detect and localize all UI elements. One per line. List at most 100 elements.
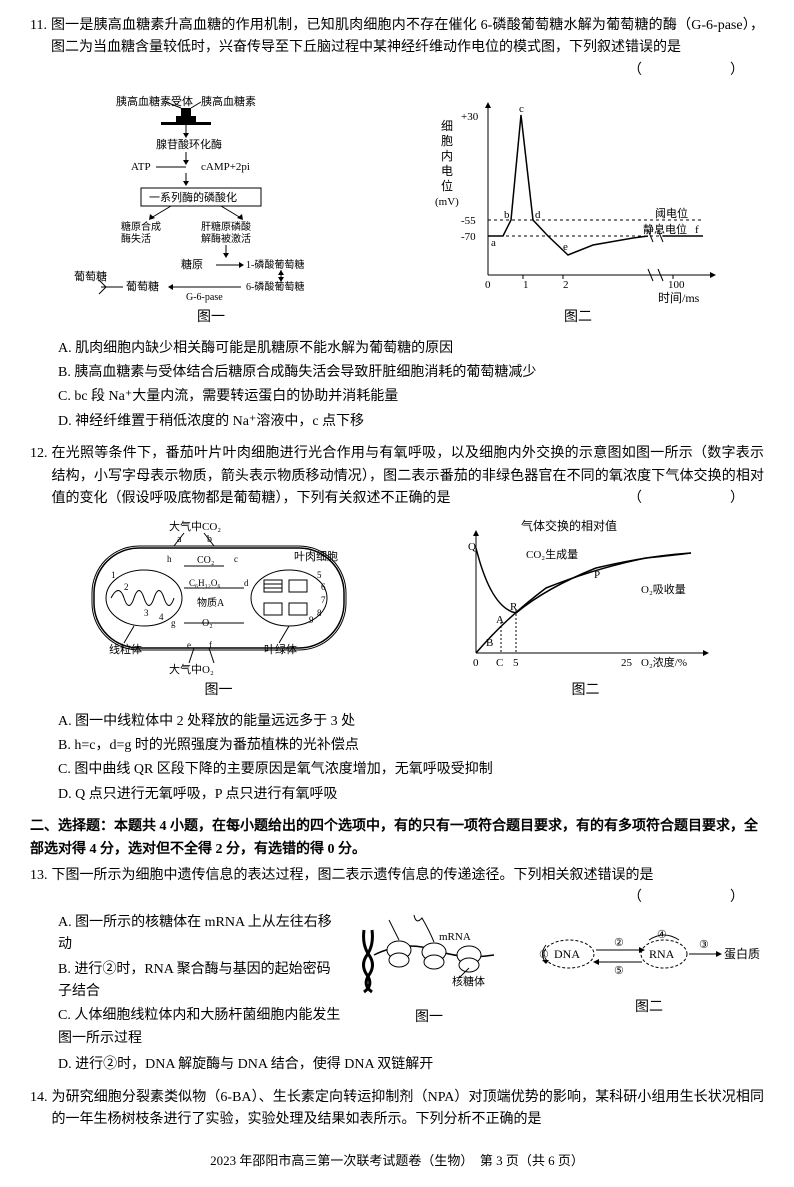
matter-label: 物质A — [197, 596, 225, 609]
q14-header: 14. 为研究细胞分裂素类似物（6-BA）、生长素定向转运抑制剂（NPA）对顶端… — [30, 1087, 764, 1132]
chloro-label: 叶绿体 — [264, 642, 297, 656]
fig1-right1: 肝糖原磷酸 — [201, 220, 251, 233]
rd-head — [593, 959, 599, 965]
pep1 — [389, 920, 399, 940]
q13-text: 下图一所示为细胞中遗传信息的表达过程，图二表示遗传信息的传递途径。下列相关叙述错… — [52, 865, 765, 910]
let-c: c — [234, 554, 238, 564]
q12-fig2-svg: 气体交换的相对值 Q R A B P CO₂生成量 O₂吸收量 0 C 5 25 — [446, 518, 726, 678]
q11-opt-c: C. bc 段 Na⁺大量内流，需要转运蛋白的协助并消耗能量 — [58, 386, 764, 408]
pt-A: A — [496, 614, 504, 626]
fig1-right2: 解酶被激活 — [201, 232, 251, 245]
q12-opt-a: A. 图一中线粒体中 2 处释放的能量远远多于 3 处 — [58, 711, 764, 733]
q11-opt-b: B. 胰高血糖素与受体结合后糖原合成酶失活会导致肝脏细胞消耗的葡萄糖减少 — [58, 362, 764, 384]
dna-label: DNA — [554, 947, 580, 961]
q11-options: A. 肌肉细胞内缺少相关酶可能是肌糖原不能水解为葡萄糖的原因 B. 胰高血糖素与… — [30, 338, 764, 434]
q12-fig2: 气体交换的相对值 Q R A B P CO₂生成量 O₂吸收量 0 C 5 25 — [446, 518, 726, 702]
pt-R: R — [510, 601, 518, 613]
mito-cristae — [111, 591, 174, 606]
circ2: ② — [614, 937, 624, 949]
co2-gen: CO₂生成量 — [526, 547, 578, 561]
q12-opt-d: D. Q 点只进行无氧呼吸，P 点只进行有氧呼吸 — [58, 784, 764, 806]
q11-fig2-svg: 细 胞 内 电 位 (mV) +30 -55 -70 阈电位 静息电位 — [433, 90, 723, 305]
cell-label: 叶肉细胞 — [294, 550, 338, 563]
protein-label: 蛋白质 — [724, 946, 760, 961]
pt-Q: Q — [468, 541, 476, 553]
grana1 — [264, 580, 282, 592]
q13-options: A. 图一所示的核糖体在 mRNA 上从左往右移动 B. 进行②时，RNA 聚合… — [30, 910, 344, 1052]
q11-fig2: 细 胞 内 电 位 (mV) +30 -55 -70 阈电位 静息电位 — [433, 90, 723, 329]
hormone-box — [181, 108, 191, 116]
grana3 — [264, 603, 282, 615]
q14-body: 为研究细胞分裂素类似物（6-BA）、生长素定向转运抑制剂（NPA）对顶端优势的影… — [52, 1090, 765, 1127]
chloro-line — [279, 626, 289, 643]
section2-header: 二、选择题：本题共 4 小题，在每小题给出的四个选项中，有的只有一项符合题目要求… — [30, 816, 764, 861]
threshold-label: 阈电位 — [655, 206, 688, 220]
pt-a: a — [491, 237, 496, 249]
pep2 — [414, 915, 434, 942]
ribo3b — [459, 958, 479, 972]
branch-left — [151, 206, 171, 218]
q14-text: 为研究细胞分裂素类似物（6-BA）、生长素定向转运抑制剂（NPA）对顶端优势的影… — [52, 1087, 765, 1132]
q11-opt-a: A. 肌肉细胞内缺少相关酶可能是肌糖原不能水解为葡萄糖的原因 — [58, 338, 764, 360]
ylabel6: (mV) — [435, 196, 459, 208]
q13-fig2-label: 图二 — [635, 997, 663, 1019]
pt-b: b — [504, 209, 510, 221]
fig1-atp: ATP — [131, 161, 151, 173]
chloro-outer — [251, 570, 327, 626]
q13-opt-a: A. 图一所示的核糖体在 mRNA 上从左往右移动 — [58, 912, 344, 957]
ylabel4: 电 — [441, 164, 453, 178]
co2-atm: 大气中CO₂ — [169, 519, 221, 533]
xlabel: 时间/ms — [658, 291, 700, 305]
ylabel1: 细 — [441, 119, 453, 133]
pt-B: B — [486, 637, 493, 649]
q13-fig1-label: 图一 — [415, 1007, 443, 1029]
mito-label: 线粒体 — [109, 642, 142, 656]
num5: 5 — [317, 570, 322, 580]
q13-fig2: DNA ① ② ⑤ RNA ④ ③ — [534, 920, 764, 1019]
g6p-head — [168, 284, 173, 290]
cross2 — [99, 287, 106, 294]
num6: 6 — [321, 582, 326, 592]
ribo-label: 核糖体 — [452, 974, 485, 988]
q13-opt-c: C. 人体细胞线粒体内和大肠杆菌细胞内能发生图一所示过程 — [58, 1005, 344, 1050]
ylabel5: 位 — [441, 178, 453, 193]
q11-body: 图一是胰高血糖素升高血糖的作用机制，已知肌肉细胞内不存在催化 6-磷酸葡萄糖水解… — [51, 18, 764, 55]
xt5: 5 — [513, 657, 519, 669]
co2-label: CO₂ — [197, 555, 214, 566]
fig1-glucose1: 葡萄糖 — [74, 269, 107, 283]
pt-f: f — [695, 224, 699, 236]
xtick2: 2 — [563, 279, 569, 291]
ribo2b — [424, 955, 444, 969]
o2-abs: O₂吸收量 — [641, 582, 686, 596]
q13-fig2-svg: DNA ① ② ⑤ RNA ④ ③ — [534, 920, 764, 995]
pt-d: d — [535, 209, 541, 221]
q11-figures: 胰高血糖素受体 胰高血糖素 腺苷酸环化酶 ATP cAMP+2pi 一系列酶的磷… — [30, 90, 764, 329]
q13-figures: mRNA 核糖体 图一 DNA ① ② — [344, 910, 764, 1029]
fig1-receptor-label: 胰高血糖素受体 — [116, 94, 193, 108]
q12-paren: （ ） — [628, 488, 764, 510]
xtick0: 0 — [485, 279, 491, 291]
q11-header: 11. 图一是胰高血糖素升高血糖的作用机制，已知肌肉细胞内不存在催化 6-磷酸葡… — [30, 15, 764, 82]
num2: 2 — [124, 582, 129, 592]
q13-paren: （ ） — [628, 887, 764, 909]
let-d: d — [244, 578, 249, 588]
q12-options: A. 图一中线粒体中 2 处释放的能量远远多于 3 处 B. h=c，d=g 时… — [30, 711, 764, 807]
fig1-phos: 一系列酶的磷酸化 — [149, 190, 237, 204]
ytick70: -70 — [461, 231, 476, 243]
xt25: 25 — [621, 657, 633, 669]
q13-number: 13. — [30, 865, 48, 887]
fig1-camp: cAMP+2pi — [201, 161, 250, 173]
bl-head — [149, 214, 155, 220]
q12-opt-b: B. h=c，d=g 时的光照强度为番茄植株的光补偿点 — [58, 735, 764, 757]
q13-opt-d: D. 进行②时，DNA 解旋酶与 DNA 结合，使得 DNA 双链解开 — [58, 1054, 764, 1076]
q14-number: 14. — [30, 1087, 48, 1109]
circ5: ⑤ — [614, 965, 624, 977]
xlabel2: O₂浓度/% — [641, 655, 687, 669]
q11-opt-d: D. 神经纤维置于稍低浓度的 Na⁺溶液中，c 点下移 — [58, 411, 764, 433]
q11-fig1-label: 图一 — [197, 307, 225, 329]
q11-fig1-svg: 胰高血糖素受体 胰高血糖素 腺苷酸环化酶 ATP cAMP+2pi 一系列酶的磷… — [71, 90, 351, 305]
xhead2 — [703, 650, 709, 656]
ylabel3: 内 — [441, 149, 453, 163]
o2-atm: 大气中O₂ — [169, 662, 214, 676]
q11-text: 图一是胰高血糖素升高血糖的作用机制，已知肌肉细胞内不存在催化 6-磷酸葡萄糖水解… — [51, 15, 764, 82]
